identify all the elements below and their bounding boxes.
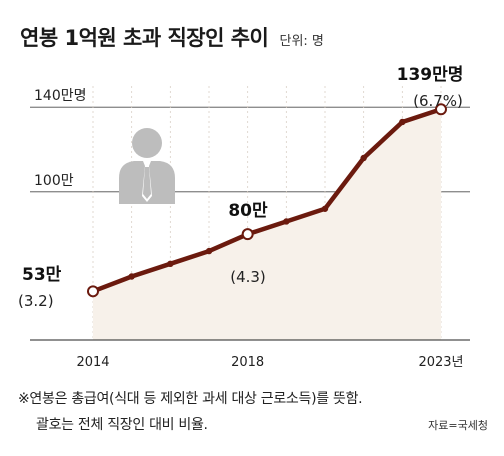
highlight-point-2018 [241, 228, 254, 241]
series-line [90, 107, 444, 294]
data-point-2016 [167, 260, 174, 267]
data-point-2021 [360, 154, 367, 162]
x-axis: 2014 2018 2023년 [30, 339, 470, 370]
y-tick-label-140: 140만명 [34, 88, 86, 104]
highlight-point-2014 [87, 285, 99, 298]
data-point-2017 [205, 247, 213, 255]
data-point-2022 [399, 118, 406, 126]
data-label-2018: 80만 [228, 201, 268, 221]
businessman-silhouette-icon [119, 128, 175, 204]
ratio-label-2014: (3.2) [18, 292, 54, 310]
source-label: 자료=국세청 [428, 419, 488, 432]
footnote-ratio: 괄호는 전체 직장인 대비 비율. [36, 417, 208, 433]
data-label-2014: 53만 [22, 265, 62, 285]
x-tick-label-2023: 2023년 [418, 355, 463, 370]
x-tick-label-2018: 2018 [231, 355, 264, 370]
data-label-2023: 139만명 [397, 65, 464, 85]
area-fill [93, 109, 441, 341]
x-tick-label-2014: 2014 [76, 355, 109, 370]
ratio-label-2023: (6.7%) [413, 92, 463, 110]
data-point-2020 [321, 205, 329, 212]
highlight-point-2023 [435, 103, 447, 116]
chart-header: 연봉 1억원 초과 직장인 추이 단위: 명 [20, 22, 324, 52]
data-point-2015 [128, 273, 135, 280]
unit-label: 단위: 명 [279, 34, 324, 49]
footnote-definition: ※연봉은 총급여(식대 등 제외한 과세 대상 근로소득)를 뜻함. [18, 391, 363, 407]
line-area-chart: 100만 140만명 2014 2018 2023년 53만 (3.2) 80만 (4.3)… [18, 65, 470, 370]
ratio-label-2018: (4.3) [230, 268, 266, 286]
data-point-2019 [283, 218, 290, 225]
chart-title: 연봉 1억원 초과 직장인 추이 [20, 26, 269, 50]
y-tick-label-100: 100만 [34, 173, 74, 189]
